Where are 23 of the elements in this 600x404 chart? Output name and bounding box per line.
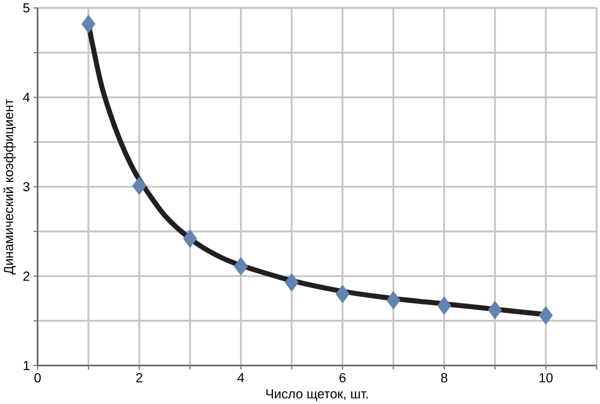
y-tick-label: 1 xyxy=(24,360,30,370)
point xyxy=(183,229,198,248)
y-tick-label: 3 xyxy=(23,182,30,192)
x-tick-label: 2 xyxy=(136,372,142,382)
x-tick-label: 6 xyxy=(340,372,346,382)
y-tick-label: 4 xyxy=(23,92,30,102)
x-tick-label: 4 xyxy=(238,372,244,382)
x-tick-label: 10 xyxy=(540,372,553,382)
x-tick-label: 8 xyxy=(441,372,448,382)
point xyxy=(234,256,248,276)
point xyxy=(284,272,299,292)
y-axis-title: Динамический коэффициент xyxy=(3,98,16,274)
point xyxy=(336,284,350,304)
point xyxy=(386,290,400,310)
point xyxy=(132,176,146,195)
x-axis-title: Число щеток, шт. xyxy=(266,389,368,401)
y-tick-label: 2 xyxy=(23,271,30,281)
x-tick-label: 0 xyxy=(34,372,41,382)
point xyxy=(81,14,96,34)
y-tick-label: 5 xyxy=(23,3,30,12)
point xyxy=(437,296,452,315)
point xyxy=(538,306,553,325)
point xyxy=(488,300,502,320)
